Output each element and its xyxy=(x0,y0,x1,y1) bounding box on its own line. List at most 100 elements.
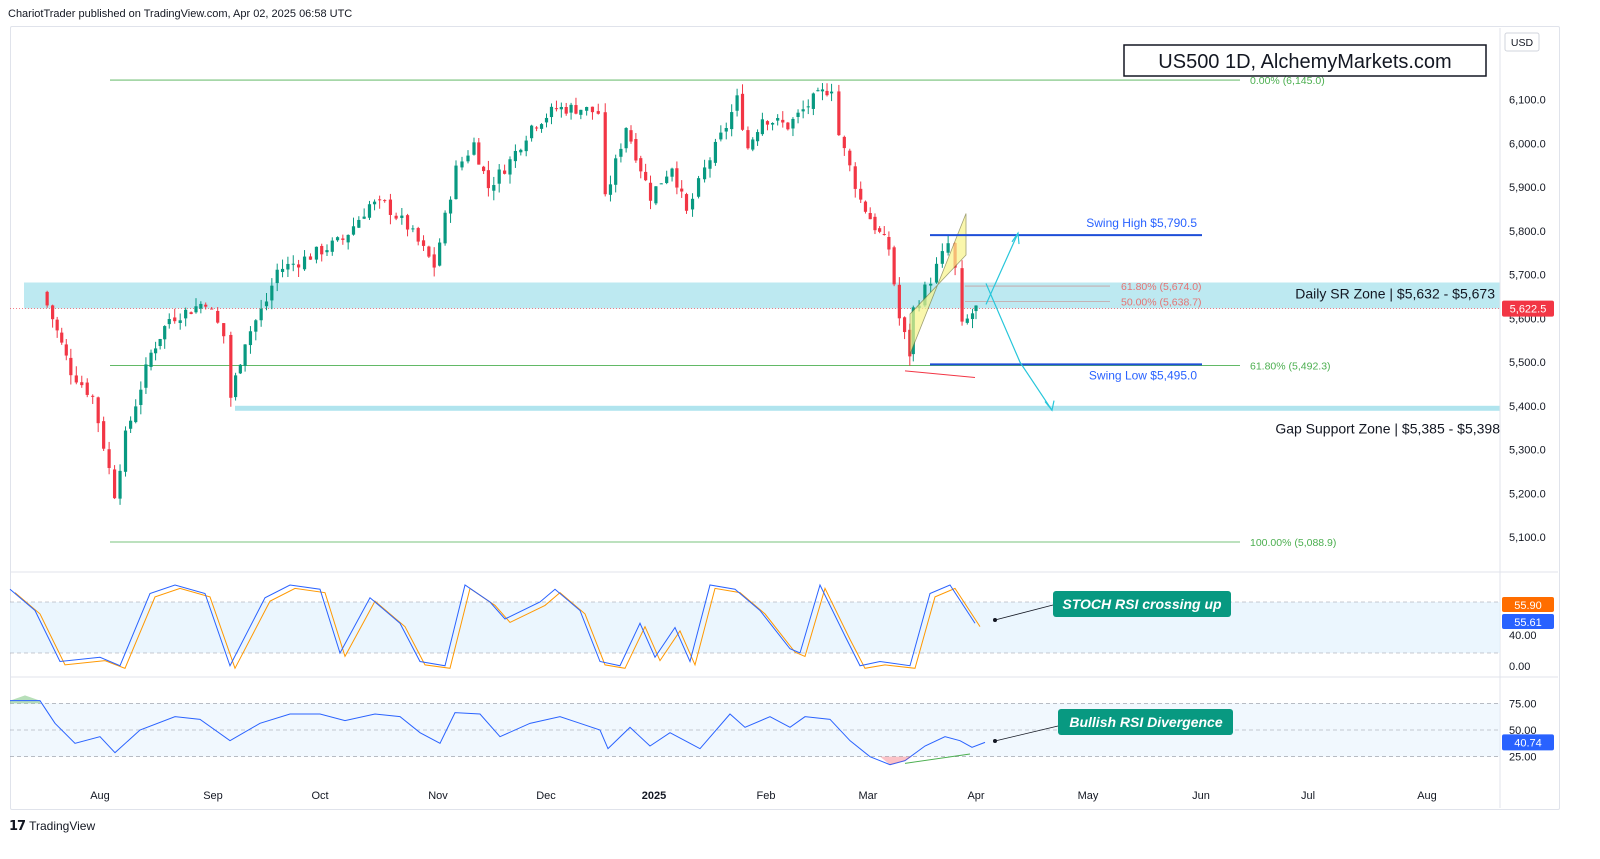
candle-body xyxy=(965,318,969,323)
candle-body xyxy=(549,106,554,118)
candle-body xyxy=(144,364,148,388)
chart-frame xyxy=(10,26,1560,810)
candle-body xyxy=(85,382,89,395)
candle-body xyxy=(539,124,544,129)
price-tick-label: 5,100.0 xyxy=(1509,532,1546,544)
candle-body xyxy=(74,375,78,383)
candle-body xyxy=(314,246,319,260)
candle-body xyxy=(472,142,476,155)
fib-label: 0.00% (6,145.0) xyxy=(1250,75,1325,87)
candle-body xyxy=(280,268,285,272)
candle-body xyxy=(222,323,226,337)
candle-body xyxy=(254,320,258,332)
candle-body xyxy=(596,111,600,114)
candle-body xyxy=(302,256,307,270)
candle-body xyxy=(929,283,933,286)
gap-support-zone xyxy=(235,405,1500,411)
candle-body xyxy=(229,334,233,398)
candle-body xyxy=(603,112,607,195)
daily-sr-zone-label: Daily SR Zone | $5,632 - $5,673 xyxy=(1295,286,1495,302)
candle-body xyxy=(238,364,242,374)
candle-body xyxy=(69,357,73,376)
candle-body xyxy=(735,95,739,111)
candle-body xyxy=(680,188,684,192)
stoch-tick-label: 40.00 xyxy=(1509,630,1537,642)
candle-body xyxy=(291,263,295,265)
projection-down-arrow xyxy=(985,283,1053,411)
price-tick-label: 5,300.0 xyxy=(1509,445,1546,457)
candle-body xyxy=(184,309,188,319)
candle-body xyxy=(123,430,128,472)
candle-body xyxy=(519,149,523,153)
candle-body xyxy=(107,449,111,468)
candle-body xyxy=(892,247,896,285)
rising-channel xyxy=(909,213,967,355)
time-tick-label: Aug xyxy=(90,790,110,802)
candle-body xyxy=(158,338,162,347)
candle-body xyxy=(388,199,393,215)
candle-body xyxy=(590,106,595,113)
candle-body xyxy=(878,228,882,232)
swing-low-label: Swing Low $5,495.0 xyxy=(1089,368,1197,382)
candle-body xyxy=(608,184,613,195)
stoch-tick-label: 0.00 xyxy=(1509,661,1530,673)
tradingview-mark-icon: 𝟭𝟳 xyxy=(9,818,26,833)
candle-body xyxy=(383,200,387,202)
candle-body xyxy=(614,158,618,185)
candle-body xyxy=(863,201,868,212)
candle-body xyxy=(791,118,795,129)
daily-sr-zone xyxy=(24,282,1500,309)
candle-body xyxy=(923,284,927,306)
publisher-line: ChariotTrader published on TradingView.c… xyxy=(8,8,353,20)
candle-body xyxy=(443,212,447,244)
time-tick-label: Dec xyxy=(536,790,556,802)
candle-body xyxy=(427,246,431,257)
rsi-overbought-fill xyxy=(10,695,40,704)
candle-body xyxy=(530,125,534,139)
candle-body xyxy=(873,216,877,231)
candle-body xyxy=(974,305,978,312)
tradingview-brand: TradingView xyxy=(29,819,96,833)
rsi-annotation-text: Bullish RSI Divergence xyxy=(1069,714,1222,730)
candle-body xyxy=(902,317,907,333)
candle-body xyxy=(848,150,852,166)
candle-body xyxy=(837,91,841,136)
stoch-annotation-text: STOCH RSI crossing up xyxy=(1062,596,1222,612)
candle-body xyxy=(619,148,623,157)
tradingview-logo[interactable]: 𝟭𝟳 TradingView xyxy=(9,818,95,834)
time-tick-label: Apr xyxy=(967,790,984,802)
price-tick-label: 6,100.0 xyxy=(1509,95,1546,107)
candle-body xyxy=(139,389,143,405)
candle-body xyxy=(308,256,313,260)
candle-body xyxy=(199,303,203,309)
candle-body xyxy=(286,263,290,270)
candle-body xyxy=(897,284,901,319)
candle-body xyxy=(400,215,404,218)
candle-body xyxy=(940,251,944,264)
candle-body xyxy=(411,228,415,230)
candle-body xyxy=(665,176,669,184)
candle-body xyxy=(216,310,220,323)
rsi-callout-dot xyxy=(993,739,997,743)
candle-body xyxy=(129,420,133,429)
candle-body xyxy=(820,89,825,92)
arrow-head-up xyxy=(1011,231,1020,245)
candle-body xyxy=(829,91,834,94)
stoch-k-line xyxy=(9,583,976,668)
fib-label: 100.00% (5,088.9) xyxy=(1250,537,1336,549)
candle-body xyxy=(781,119,785,123)
candle-body xyxy=(648,182,653,201)
candle-body xyxy=(719,132,723,140)
candle-body xyxy=(624,128,628,149)
candle-body xyxy=(448,199,453,214)
stoch-d-line xyxy=(14,587,981,670)
time-tick-label: Oct xyxy=(311,790,328,802)
candle-body xyxy=(670,168,674,177)
candle-body xyxy=(466,155,470,162)
candle-body xyxy=(243,344,247,366)
time-tick-label: Jun xyxy=(1192,790,1210,802)
candle-body xyxy=(713,141,718,163)
candle-body xyxy=(746,130,750,149)
candle-body xyxy=(811,93,815,109)
